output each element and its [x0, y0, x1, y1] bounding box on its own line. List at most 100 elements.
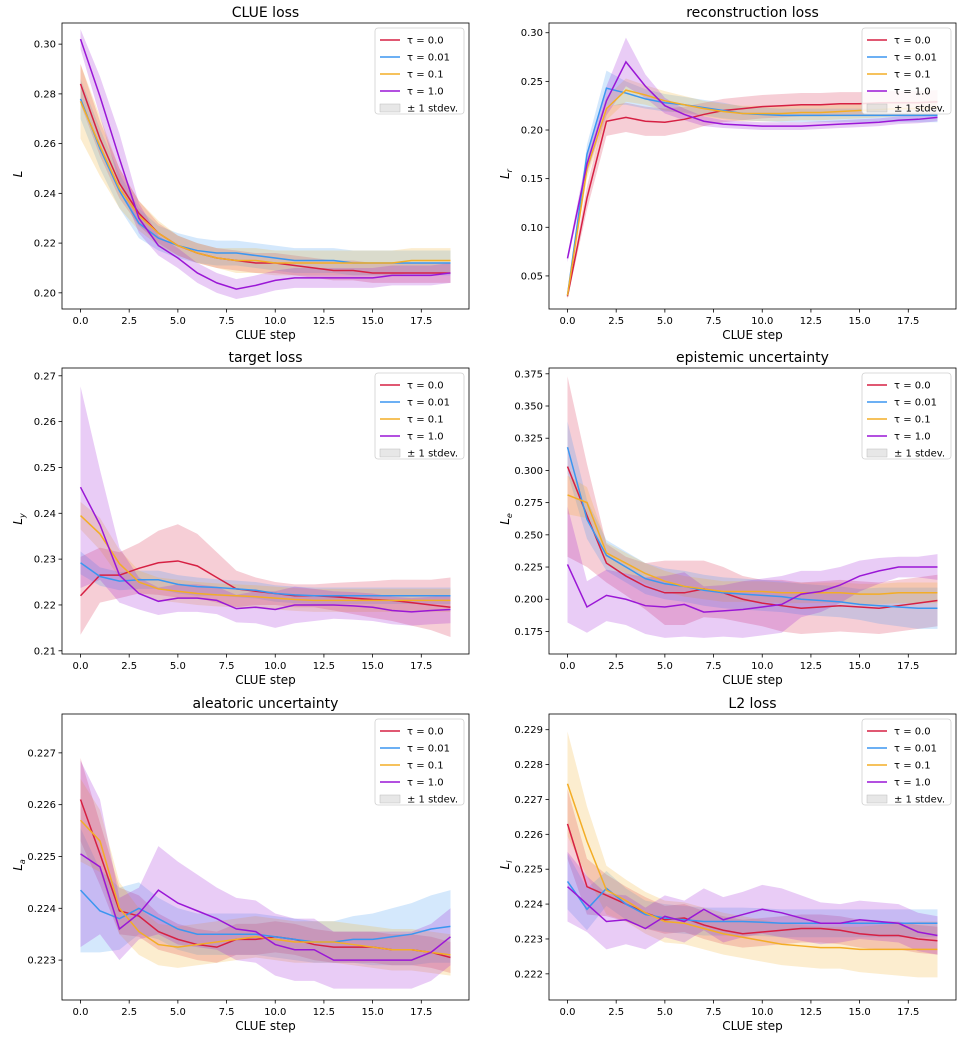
y-tick-label: 0.226 — [514, 830, 543, 841]
y-tick-label: 0.26 — [34, 139, 56, 150]
x-tick-label: 17.5 — [897, 316, 919, 327]
y-tick-label: 0.30 — [34, 40, 56, 51]
legend: τ = 0.0 τ = 0.01 τ = 0.1 τ = 1.0 ± 1 stdev. — [374, 27, 465, 115]
y-tick-label: 0.15 — [521, 174, 543, 185]
y-axis-label: Le — [498, 513, 514, 525]
series-line — [566, 564, 938, 613]
stdev-band — [567, 37, 938, 263]
x-tick-label: 12.5 — [313, 316, 335, 327]
legend-band-swatch — [866, 794, 888, 804]
series-line — [79, 38, 451, 290]
x-axis-label: CLUE step — [722, 673, 783, 687]
stdev-band — [567, 376, 938, 635]
x-tick-label: 5.0 — [170, 1007, 186, 1018]
y-tick-label: 0.300 — [514, 466, 543, 477]
legend-box — [374, 718, 465, 806]
x-tick-label: 12.5 — [800, 1007, 822, 1018]
series-line — [79, 98, 451, 264]
series-line — [566, 466, 938, 610]
x-axis-label: CLUE step — [235, 673, 296, 687]
legend-label: τ = 1.0 — [407, 432, 444, 443]
chart-title: target loss — [228, 350, 302, 366]
x-tick-label: 0.0 — [560, 661, 576, 672]
x-tick-label: 10.0 — [264, 1007, 286, 1018]
legend-label: ± 1 stdev. — [894, 104, 945, 115]
y-axis-label: L — [11, 171, 25, 178]
chart-panel: target loss 0.0 2.5 5.0 7.5 10.0 12.5 15.0 17.5 0… — [11, 350, 470, 687]
x-tick-label: 17.5 — [410, 316, 432, 327]
y-tick-label: 0.375 — [514, 369, 543, 380]
y-tick-label: 0.200 — [514, 595, 543, 606]
legend-label: τ = 0.0 — [894, 381, 931, 392]
series-line — [79, 486, 451, 613]
stdev-band — [567, 506, 938, 638]
legend-label: τ = 0.01 — [894, 744, 937, 755]
legend-label: τ = 0.0 — [407, 381, 444, 392]
legend-band-swatch — [379, 794, 401, 804]
y-tick-label: 0.226 — [27, 800, 56, 811]
x-tick-label: 5.0 — [657, 1007, 673, 1018]
legend: τ = 0.0 τ = 0.01 τ = 0.1 τ = 1.0 ± 1 stdev. — [861, 372, 952, 460]
stdev-band — [80, 760, 451, 989]
axes-frame — [61, 367, 470, 655]
stdev-band — [80, 64, 451, 276]
x-axis-label: CLUE step — [235, 1019, 296, 1033]
x-tick-label: 5.0 — [170, 316, 186, 327]
legend: τ = 0.0 τ = 0.01 τ = 0.1 τ = 1.0 ± 1 stdev. — [861, 27, 952, 115]
legend-label: ± 1 stdev. — [407, 104, 458, 115]
x-tick-label: 0.0 — [560, 316, 576, 327]
y-tick-label: 0.25 — [34, 463, 56, 474]
y-tick-label: 0.28 — [34, 89, 56, 100]
x-tick-label: 10.0 — [264, 316, 286, 327]
y-tick-label: 0.20 — [521, 126, 543, 137]
legend: τ = 0.0 τ = 0.01 τ = 0.1 τ = 1.0 ± 1 stdev. — [374, 718, 465, 806]
chart-title: L2 loss — [728, 696, 776, 712]
x-tick-label: 2.5 — [121, 316, 137, 327]
legend-label: ± 1 stdev. — [894, 795, 945, 806]
y-tick-label: 0.325 — [514, 434, 543, 445]
y-tick-label: 0.22 — [34, 239, 56, 250]
series-line — [567, 494, 938, 595]
x-tick-label: 12.5 — [800, 316, 822, 327]
x-tick-label: 15.0 — [361, 316, 383, 327]
y-tick-label: 0.20 — [34, 288, 56, 299]
y-tick-label: 0.227 — [27, 748, 56, 759]
x-tick-label: 5.0 — [170, 661, 186, 672]
series-line — [566, 60, 938, 259]
chart-panel: aleatoric uncertainty 0.0 2.5 5.0 7.5 10.0 12.… — [11, 696, 470, 1033]
y-tick-label: 0.250 — [514, 530, 543, 541]
y-tick-label: 0.275 — [514, 498, 543, 509]
legend-band-swatch — [379, 448, 401, 458]
y-tick-label: 0.224 — [514, 900, 543, 911]
x-tick-label: 7.5 — [219, 661, 235, 672]
x-tick-label: 17.5 — [410, 661, 432, 672]
x-tick-label: 7.5 — [706, 661, 722, 672]
series-line — [79, 83, 451, 274]
y-axis-label: Lr — [498, 168, 514, 179]
x-tick-label: 12.5 — [313, 1007, 335, 1018]
x-tick-label: 17.5 — [410, 1007, 432, 1018]
stdev-band — [567, 421, 938, 629]
series-line — [566, 886, 938, 937]
legend: τ = 0.0 τ = 0.01 τ = 0.1 τ = 1.0 ± 1 stdev. — [374, 372, 465, 460]
axes-frame — [548, 367, 957, 655]
stdev-band — [80, 501, 451, 612]
y-tick-label: 0.26 — [34, 417, 56, 428]
x-tick-label: 12.5 — [800, 661, 822, 672]
stdev-band — [80, 386, 451, 628]
y-tick-label: 0.24 — [34, 189, 56, 200]
legend-label: τ = 1.0 — [894, 778, 931, 789]
chart-title: epistemic uncertainty — [676, 350, 829, 366]
y-tick-label: 0.225 — [514, 563, 543, 574]
x-axis-label: CLUE step — [722, 328, 783, 342]
x-tick-label: 0.0 — [73, 661, 89, 672]
x-tick-label: 0.0 — [73, 1007, 89, 1018]
y-tick-label: 0.175 — [514, 627, 543, 638]
x-tick-label: 2.5 — [608, 661, 624, 672]
legend-label: τ = 0.1 — [407, 761, 444, 772]
x-axis-label: CLUE step — [722, 1019, 783, 1033]
y-tick-label: 0.227 — [514, 795, 543, 806]
x-tick-label: 10.0 — [751, 661, 773, 672]
y-tick-label: 0.21 — [34, 646, 56, 657]
chart-title: reconstruction loss — [686, 5, 819, 21]
